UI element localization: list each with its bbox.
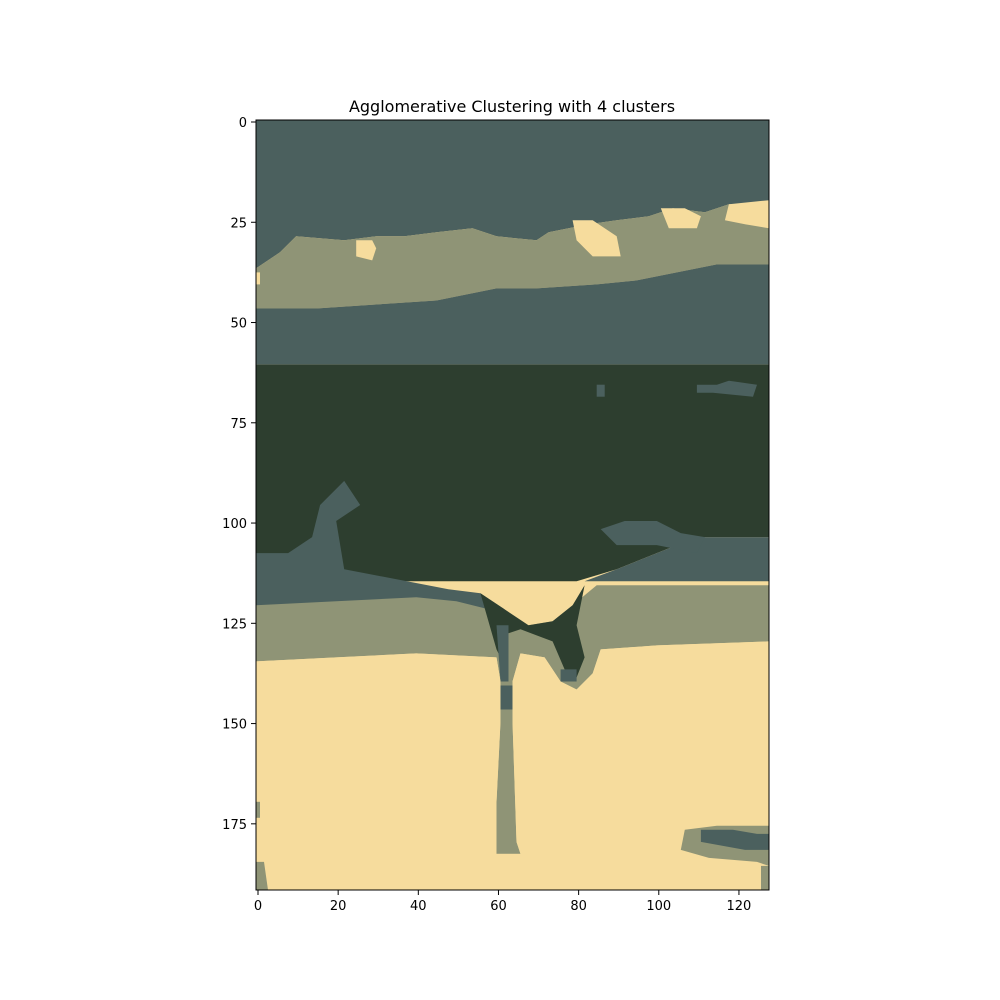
cluster-2-region <box>761 865 769 890</box>
cluster-0-region <box>256 120 769 269</box>
x-tick-label: 80 <box>570 899 587 914</box>
y-tick-label: 25 <box>230 216 247 231</box>
cluster-0-region <box>596 384 605 397</box>
cluster-3-region <box>572 220 621 257</box>
x-tick-label: 20 <box>330 899 347 914</box>
y-tick-label: 125 <box>222 617 247 632</box>
cluster-2-region <box>256 801 260 818</box>
cluster-2-region <box>256 861 268 890</box>
plot-frame <box>255 119 770 891</box>
cluster-0-region <box>696 380 757 397</box>
y-tick-label: 0 <box>239 116 247 131</box>
cluster-3-region <box>356 240 377 261</box>
x-tick-label: 100 <box>646 899 671 914</box>
y-tick-label: 100 <box>222 517 247 532</box>
cluster-0-region <box>700 829 769 850</box>
cluster-2-region <box>256 204 769 309</box>
y-tick-label: 150 <box>222 718 247 733</box>
cluster-0-region <box>560 669 577 682</box>
cluster-0-region <box>496 625 509 682</box>
x-tick-label: 40 <box>410 899 427 914</box>
cluster-0-region <box>500 685 513 710</box>
x-tick-label: 120 <box>727 899 752 914</box>
cluster-0-region <box>584 537 769 582</box>
cluster-3-region <box>660 208 701 229</box>
cluster-0-region <box>256 480 505 630</box>
y-tick-label: 75 <box>230 417 247 432</box>
x-axis: 0 20 40 60 80 100 120 <box>254 890 751 914</box>
y-tick-label: 175 <box>222 818 247 833</box>
chart-title: Agglomerative Clustering with 4 clusters <box>349 97 675 116</box>
cluster-3-region <box>256 641 769 890</box>
y-tick-label: 50 <box>230 317 247 332</box>
cluster-3-region <box>724 200 769 229</box>
cluster-0-region <box>256 264 769 365</box>
cluster-3-region <box>256 272 260 285</box>
cluster-0-region <box>600 521 705 554</box>
y-axis: 0 25 50 75 100 125 150 175 <box>222 116 256 833</box>
x-tick-label: 0 <box>254 899 262 914</box>
cluster-1-region <box>480 585 585 678</box>
x-tick-label: 60 <box>490 899 507 914</box>
cluster-image <box>256 120 769 890</box>
